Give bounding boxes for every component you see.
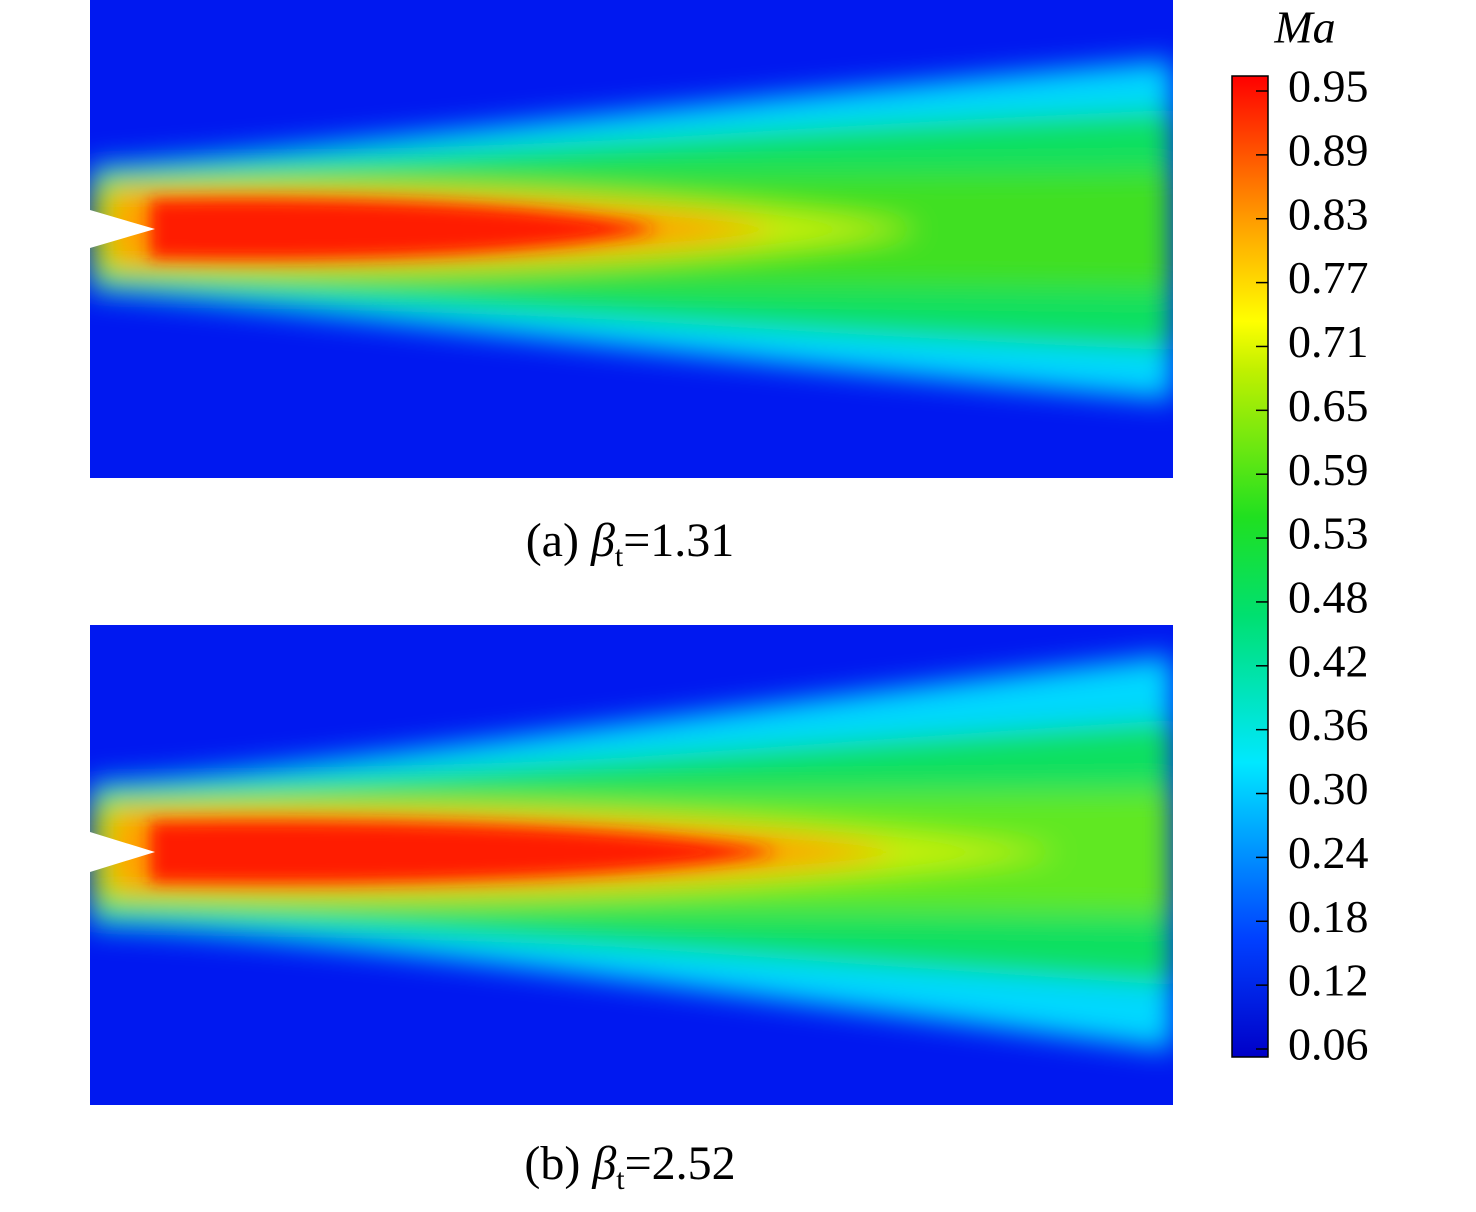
colorbar-tick-label: 0.30 [1288,763,1369,814]
contour-panel-a [90,0,1173,478]
colorbar-tick-label: 0.53 [1288,508,1369,559]
colorbar-tick-label: 0.42 [1288,635,1369,686]
colorbar-tick-label: 0.65 [1288,380,1369,431]
caption: (a) βt=1.31 [526,514,735,573]
colorbar-tick-label: 0.12 [1288,955,1369,1006]
colorbar-tick-label: 0.77 [1288,252,1369,303]
colorbar-title: Ma [1273,2,1335,53]
colorbar-tick-label: 0.36 [1288,699,1369,750]
colorbar [1231,75,1269,1058]
colorbar-ticks: 0.95 0.89 0.83 0.77 0.71 0.65 0.59 0.53 0.48 0.42… [1256,61,1369,1070]
caption: (b) βt=2.52 [524,1137,735,1196]
colorbar-tick-label: 0.18 [1288,891,1369,942]
colorbar-tick-label: 0.95 [1288,61,1369,112]
colorbar-tick-label: 0.89 [1288,124,1369,175]
colorbar-tick-label: 0.83 [1288,188,1369,239]
colorbar-tick-label: 0.48 [1288,571,1369,622]
colorbar-tick-label: 0.71 [1288,316,1369,367]
contour-panel-b [90,625,1173,1105]
colorbar-tick-label: 0.59 [1288,444,1369,495]
colorbar-tick-label: 0.24 [1288,827,1369,878]
colorbar-tick-label: 0.06 [1288,1019,1369,1070]
